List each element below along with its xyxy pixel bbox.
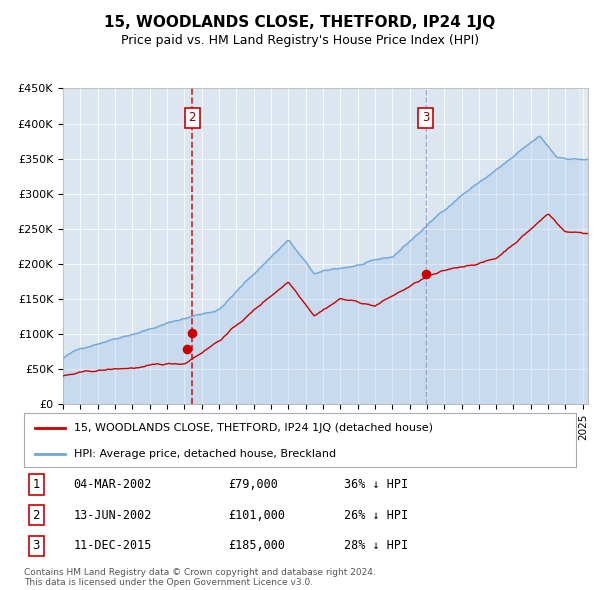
Text: 15, WOODLANDS CLOSE, THETFORD, IP24 1JQ (detached house): 15, WOODLANDS CLOSE, THETFORD, IP24 1JQ … [74,423,433,433]
Text: 13-JUN-2002: 13-JUN-2002 [74,509,152,522]
Point [421,270,431,279]
Text: £185,000: £185,000 [228,539,285,552]
Text: 36% ↓ HPI: 36% ↓ HPI [344,478,408,491]
Text: HPI: Average price, detached house, Breckland: HPI: Average price, detached house, Brec… [74,449,336,458]
Point [187,329,197,338]
Text: 15, WOODLANDS CLOSE, THETFORD, IP24 1JQ: 15, WOODLANDS CLOSE, THETFORD, IP24 1JQ [104,15,496,30]
Text: 1: 1 [32,478,40,491]
Text: 11-DEC-2015: 11-DEC-2015 [74,539,152,552]
Bar [578,88,588,404]
Text: Price paid vs. HM Land Registry's House Price Index (HPI): Price paid vs. HM Land Registry's House … [121,34,479,47]
Text: Contains HM Land Registry data © Crown copyright and database right 2024.: Contains HM Land Registry data © Crown c… [24,568,376,576]
Point [182,344,192,353]
Text: 04-MAR-2002: 04-MAR-2002 [74,478,152,491]
Text: 28% ↓ HPI: 28% ↓ HPI [344,539,408,552]
Text: 26% ↓ HPI: 26% ↓ HPI [344,509,408,522]
Text: 2: 2 [32,509,40,522]
Text: £101,000: £101,000 [228,509,285,522]
Text: £79,000: £79,000 [228,478,278,491]
Text: This data is licensed under the Open Government Licence v3.0.: This data is licensed under the Open Gov… [24,578,313,587]
Text: 2: 2 [188,112,196,124]
Text: 3: 3 [32,539,40,552]
Text: 3: 3 [422,112,430,124]
